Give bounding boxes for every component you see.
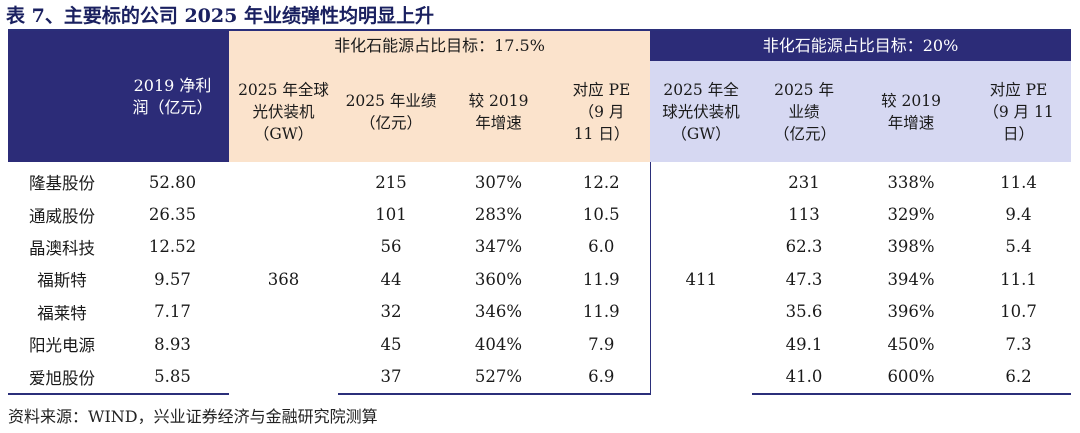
profit-2019: 7.17 <box>154 302 191 322</box>
b-growth: 396% <box>887 302 935 322</box>
header-a-perf: 2025 年业绩（亿元） <box>338 61 444 162</box>
profit-2019: 5.85 <box>116 360 229 395</box>
header-b-pe: 对应 PE（9 月 11 日） <box>966 61 1072 162</box>
company-name: 通威股份 <box>29 206 95 226</box>
b-perf: 49.1 <box>785 334 823 354</box>
b-perf: 113 <box>788 205 820 225</box>
b-pe: 7.3 <box>1005 334 1032 354</box>
table-row: 通威股份 26.35 101 283% 10.5 113 329% 9.4 <box>8 198 1071 231</box>
table-row: 阳光电源 8.93 45 404% 7.9 49.1 450% 7.3 <box>8 327 1071 361</box>
header-b-perf: 2025 年业绩（亿元） <box>752 61 857 162</box>
header-b-install: 2025 年全球光伏装机（GW） <box>650 61 753 162</box>
b-perf: 62.3 <box>785 237 823 257</box>
b-pe: 9.4 <box>1005 205 1032 225</box>
b-install-merged: 411 <box>685 270 718 290</box>
table-row: 隆基股份 52.80 368 215 307% 12.2 411 231 338… <box>8 162 1071 289</box>
a-perf: 56 <box>380 237 402 257</box>
b-pe: 10.7 <box>1000 302 1037 322</box>
header-group-b: 非化石能源占比目标：20% <box>650 31 1072 61</box>
a-growth: 346% <box>474 302 523 322</box>
profit-2019: 52.80 <box>148 172 197 192</box>
a-growth: 527% <box>444 360 553 395</box>
a-growth: 404% <box>474 334 523 354</box>
company-name: 爱旭股份 <box>8 360 116 395</box>
a-growth: 360% <box>474 269 523 289</box>
a-pe: 10.5 <box>553 198 651 231</box>
a-growth: 283% <box>474 205 523 225</box>
header-group-a: 非化石能源占比目标：17.5% <box>229 31 651 61</box>
table-row: 福斯特 9.57 44 360% 11.9 47.3 394% 11.1 <box>8 263 1071 296</box>
profit-2019: 26.35 <box>148 205 197 225</box>
top-rule <box>8 29 1071 31</box>
a-pe: 6.0 <box>553 230 651 264</box>
b-pe: 5.4 <box>1005 237 1032 257</box>
profit-2019: 8.93 <box>154 334 191 354</box>
a-install-merged: 368 <box>267 270 300 290</box>
a-perf: 215 <box>375 172 407 192</box>
a-growth: 307% <box>474 172 523 192</box>
a-perf: 44 <box>380 269 402 289</box>
b-pe: 11.4 <box>1000 172 1037 192</box>
profit-2019: 9.57 <box>154 269 191 289</box>
header-profit-2019: 2019 净利润（亿元） <box>116 31 229 162</box>
table-title: 表 7、主要标的公司 2025 年业绩弹性均明显上升 <box>6 5 434 27</box>
a-pe: 12.2 <box>553 162 651 199</box>
b-perf: 35.6 <box>785 302 823 322</box>
header-a-growth: 较 2019 年增速 <box>444 61 553 162</box>
a-pe: 6.9 <box>553 360 651 395</box>
b-growth: 394% <box>887 269 935 289</box>
b-perf: 47.3 <box>785 269 823 289</box>
a-perf: 45 <box>380 334 402 354</box>
source-note: 资料来源：WIND，兴业证券经济与金融研究院测算 <box>8 407 378 426</box>
table-row: 福莱特 7.17 32 346% 11.9 35.6 396% 10.7 <box>8 295 1071 328</box>
a-pe: 7.9 <box>553 327 651 361</box>
header-a-pe: 对应 PE（9 月 11 日） <box>553 61 651 162</box>
b-pe: 6.2 <box>966 360 1072 395</box>
b-perf: 41.0 <box>752 360 857 395</box>
a-pe: 11.9 <box>553 263 651 296</box>
b-pe: 11.1 <box>1000 269 1037 289</box>
company-name: 阳光电源 <box>29 336 95 356</box>
a-growth: 347% <box>474 237 523 257</box>
company-name: 福莱特 <box>37 303 87 323</box>
company-name: 晶澳科技 <box>29 238 95 258</box>
b-growth: 338% <box>887 172 935 192</box>
table-row: 晶澳科技 12.52 56 347% 6.0 62.3 398% 5.4 <box>8 230 1071 264</box>
b-growth: 329% <box>887 205 935 225</box>
b-growth: 398% <box>887 237 935 257</box>
header-a-install: 2025 年全球光伏装机（GW） <box>229 61 338 162</box>
a-perf: 37 <box>338 360 444 395</box>
a-pe: 11.9 <box>553 295 651 328</box>
header-company <box>8 31 116 162</box>
b-perf: 231 <box>788 172 820 192</box>
a-perf: 101 <box>375 205 407 225</box>
profit-2019: 12.52 <box>148 237 197 257</box>
company-name: 隆基股份 <box>29 174 95 194</box>
b-growth: 600% <box>856 360 967 395</box>
company-name: 福斯特 <box>37 271 87 291</box>
data-table: 2019 净利润（亿元） 非化石能源占比目标：17.5% 非化石能源占比目标：2… <box>8 31 1072 395</box>
table-row: 爱旭股份 5.85 37 527% 6.9 41.0 600% 6.2 <box>8 360 1072 395</box>
a-perf: 32 <box>380 302 402 322</box>
header-b-growth: 较 2019 年增速 <box>856 61 967 162</box>
b-growth: 450% <box>887 334 935 354</box>
